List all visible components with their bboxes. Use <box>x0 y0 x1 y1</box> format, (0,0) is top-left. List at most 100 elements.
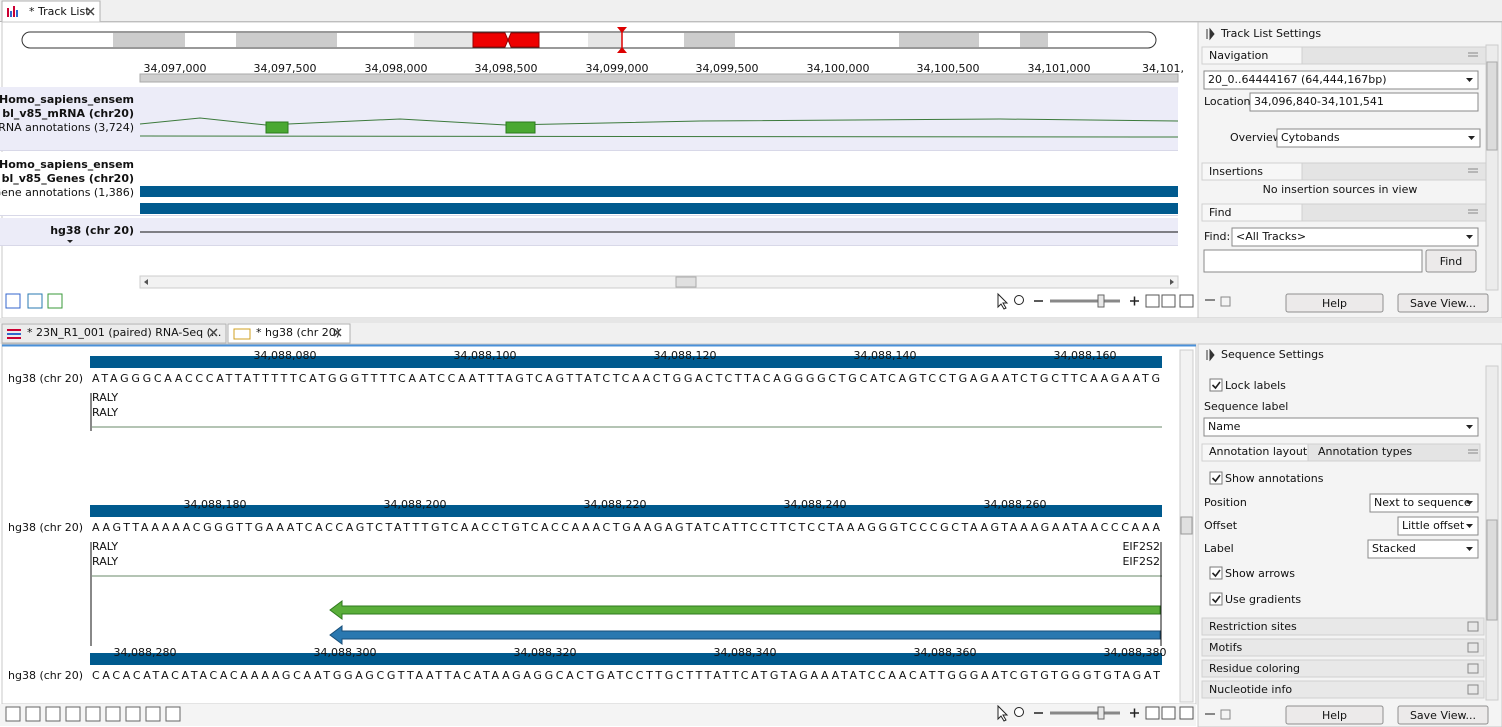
ruler-tick: 34,088,120 <box>654 349 717 362</box>
sequence-ruler <box>90 356 1162 368</box>
offset-select[interactable] <box>1397 516 1479 536</box>
toolbar-icon[interactable] <box>145 706 161 722</box>
section-title[interactable]: Nucleotide info <box>1209 683 1292 696</box>
toolbar-icon[interactable] <box>105 706 121 722</box>
location-input[interactable] <box>1249 92 1479 112</box>
find-label: Find: <box>1204 230 1230 243</box>
track-name: Homo_sapiens_ensem <box>0 93 134 106</box>
section-title[interactable]: Restriction sites <box>1209 620 1297 633</box>
save-view-button-label[interactable]: Save View... <box>1410 709 1476 722</box>
ruler-label: 34,101, <box>1142 62 1184 75</box>
scroll-thumb[interactable] <box>1486 61 1498 151</box>
help-button[interactable] <box>1285 293 1384 313</box>
tab-title[interactable]: * hg38 (chr 20) <box>256 326 340 339</box>
zoom-in-tool[interactable] <box>1014 707 1024 717</box>
find-input[interactable] <box>1203 249 1423 273</box>
tab-label[interactable]: Annotation types <box>1318 445 1412 458</box>
zoom-thumb[interactable] <box>1097 294 1105 308</box>
zoom-thumb[interactable] <box>1097 706 1105 720</box>
navigation-tab[interactable] <box>1201 46 1303 65</box>
tab-title[interactable]: * Track List <box>29 5 90 18</box>
ruler-label: 34,100,500 <box>917 62 980 75</box>
tab-label[interactable]: Annotation layout <box>1209 445 1308 458</box>
fit-tool[interactable] <box>1179 706 1194 720</box>
find-tab[interactable] <box>1201 203 1303 222</box>
lock-labels-label[interactable]: Lock labels <box>1225 379 1286 392</box>
pointer-tool <box>997 292 1009 310</box>
toolbar-icon[interactable] <box>5 706 21 722</box>
show-arrows-label[interactable]: Show arrows <box>1225 567 1295 580</box>
find-button-label[interactable]: Find <box>1440 255 1463 268</box>
toolbar-icon[interactable] <box>47 293 63 309</box>
section-title[interactable]: Motifs <box>1209 641 1242 654</box>
location-value[interactable]: 34,096,840-34,101,541 <box>1254 95 1384 108</box>
fit-tool[interactable] <box>1145 294 1160 308</box>
scroll-thumb[interactable] <box>1180 516 1193 535</box>
fit-tool[interactable] <box>1161 294 1176 308</box>
save-view-button[interactable] <box>1397 705 1489 725</box>
sequence-select[interactable] <box>1203 70 1479 90</box>
overview-label: Overview <box>1230 131 1282 144</box>
section-title[interactable]: Residue coloring <box>1209 662 1300 675</box>
show-annotations[interactable] <box>1209 471 1223 485</box>
toolbar-icon[interactable] <box>85 706 101 722</box>
tab-icon <box>7 329 21 331</box>
label-select[interactable] <box>1367 539 1479 559</box>
toolbar-icon[interactable] <box>125 706 141 722</box>
settings-title: Sequence Settings <box>1221 348 1324 361</box>
tab[interactable] <box>1 323 227 344</box>
gene-arrow <box>329 600 1161 620</box>
overview-select[interactable] <box>1276 128 1481 148</box>
sequence: CACACATACATACACAAAAGCAATGGAGCGTTAATTACAT… <box>92 669 1160 682</box>
sequence-label-select[interactable] <box>1203 417 1479 437</box>
scroll-thumb[interactable] <box>675 276 697 288</box>
help-button-label[interactable]: Help <box>1322 297 1347 310</box>
h-scrollbar[interactable] <box>139 275 1179 289</box>
save-view-button[interactable] <box>1397 293 1489 313</box>
zoom-in-tool[interactable] <box>1014 295 1024 305</box>
fit-tool[interactable] <box>1161 706 1176 720</box>
show-annotations-label[interactable]: Show annotations <box>1225 472 1324 485</box>
mrna-line <box>139 117 1179 126</box>
toolbar-icon[interactable] <box>65 706 81 722</box>
centromere <box>472 32 540 48</box>
insertions-title[interactable]: Insertions <box>1209 165 1263 178</box>
track-name: bl_v85_mRNA (chr20) <box>2 107 134 120</box>
tab[interactable] <box>1201 443 1309 462</box>
mrna-feature <box>265 121 289 134</box>
toolbar-icon[interactable] <box>27 293 43 309</box>
toolbar-icon[interactable] <box>165 706 181 722</box>
scroll-thumb[interactable] <box>1486 519 1498 621</box>
gene-arrow <box>329 625 1161 645</box>
navigation-title[interactable]: Navigation <box>1209 49 1268 62</box>
find-title[interactable]: Find <box>1209 206 1232 219</box>
toolbar-icon[interactable] <box>5 293 21 309</box>
use-gradients-label[interactable]: Use gradients <box>1225 593 1301 606</box>
save-view-button-label[interactable]: Save View... <box>1410 297 1476 310</box>
cytoband <box>236 33 337 47</box>
panel-icon <box>1220 296 1231 307</box>
fit-tool[interactable] <box>1145 706 1160 720</box>
find-button[interactable] <box>1425 249 1477 273</box>
toolbar-icon[interactable] <box>25 706 41 722</box>
ruler-tick: 34,088,340 <box>714 646 777 659</box>
lock-labels[interactable] <box>1209 378 1223 392</box>
use-gradients[interactable] <box>1209 592 1223 606</box>
sequence-label: hg38 (chr 20) <box>8 372 83 385</box>
tab[interactable] <box>227 323 351 344</box>
find-scope[interactable] <box>1231 227 1479 247</box>
help-button[interactable] <box>1285 705 1384 725</box>
collapsed-section[interactable] <box>1201 617 1485 636</box>
collapsed-section[interactable] <box>1201 638 1485 657</box>
collapsed-section[interactable] <box>1201 659 1485 678</box>
insertions-tab[interactable] <box>1201 162 1303 181</box>
help-button-label[interactable]: Help <box>1322 709 1347 722</box>
ruler-label: 34,101,000 <box>1028 62 1091 75</box>
position-select[interactable] <box>1369 493 1479 513</box>
collapsed-section[interactable] <box>1201 680 1485 699</box>
toolbar-icon[interactable] <box>45 706 61 722</box>
tab-title[interactable]: * 23N_R1_001 (paired) RNA-Seq (... <box>27 326 221 339</box>
ruler-tick: 34,088,320 <box>514 646 577 659</box>
show-arrows[interactable] <box>1209 566 1223 580</box>
fit-tool[interactable] <box>1179 294 1194 308</box>
